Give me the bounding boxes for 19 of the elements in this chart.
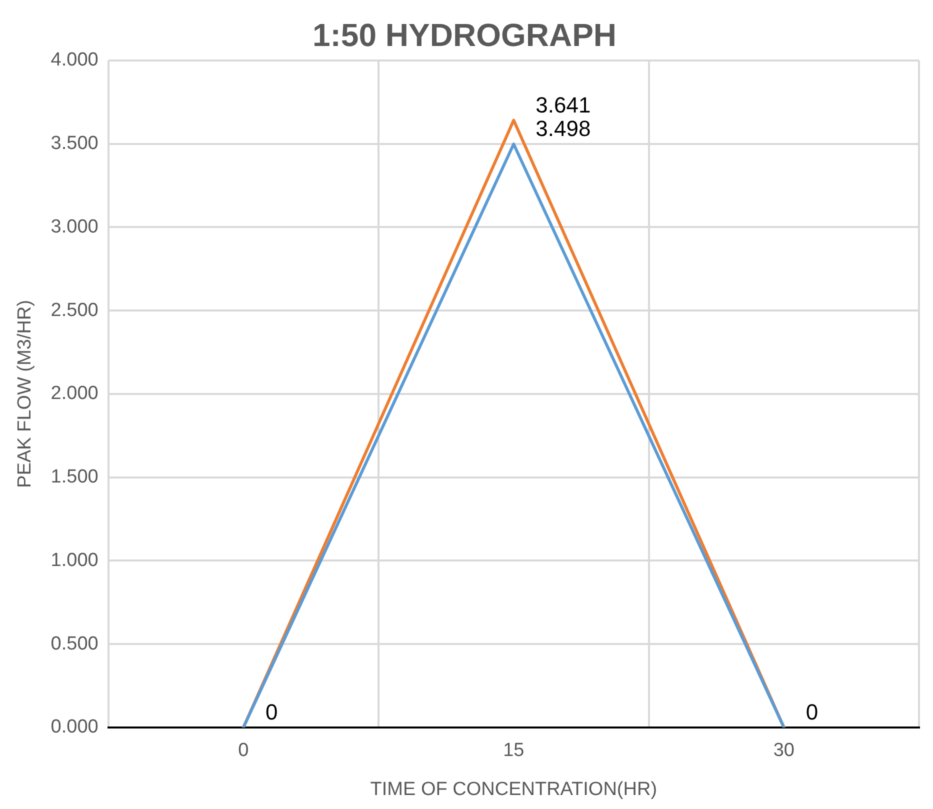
y-tick-label: 0.000 [50, 716, 98, 738]
y-tick-label: 1.500 [50, 466, 98, 488]
data-label: 0 [265, 699, 278, 724]
data-label: 3.641 [536, 92, 591, 118]
x-axis-title: TIME OF CONCENTRATION(HR) [370, 778, 658, 800]
x-tick-label: 30 [773, 740, 794, 762]
y-tick-label: 3.500 [50, 133, 98, 154]
chart-title: 1:50 HYDROGRAPH [312, 17, 617, 54]
data-label: 0 [806, 699, 818, 724]
y-tick-label: 0.500 [50, 633, 98, 654]
y-axis-title: PEAK FLOW (M3/HR) [14, 300, 36, 488]
data-label: 3.498 [536, 116, 591, 142]
y-tick-label: 2.000 [50, 383, 98, 404]
y-tick-label: 2.500 [50, 300, 98, 321]
x-tick-label: 15 [503, 740, 524, 762]
y-tick-label: 4.000 [50, 50, 98, 71]
y-tick-label: 1.000 [50, 550, 98, 571]
x-tick-label: 0 [238, 740, 249, 762]
y-tick-label: 3.000 [50, 216, 98, 238]
